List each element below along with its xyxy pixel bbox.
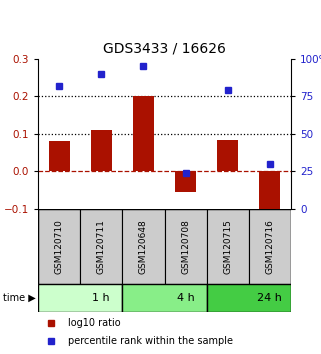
- FancyBboxPatch shape: [249, 209, 291, 284]
- FancyBboxPatch shape: [122, 209, 164, 284]
- FancyBboxPatch shape: [122, 284, 207, 312]
- Bar: [217, 139, 238, 171]
- Text: log10 ratio: log10 ratio: [68, 318, 121, 328]
- FancyBboxPatch shape: [38, 284, 122, 312]
- Bar: [259, 171, 281, 215]
- FancyBboxPatch shape: [164, 209, 207, 284]
- Bar: [48, 142, 70, 171]
- Text: GSM120710: GSM120710: [55, 219, 64, 274]
- Text: GSM120715: GSM120715: [223, 219, 232, 274]
- Text: 24 h: 24 h: [257, 293, 282, 303]
- Text: GSM120708: GSM120708: [181, 219, 190, 274]
- Text: GSM120716: GSM120716: [265, 219, 274, 274]
- FancyBboxPatch shape: [38, 209, 80, 284]
- Text: 4 h: 4 h: [177, 293, 195, 303]
- Title: GDS3433 / 16626: GDS3433 / 16626: [103, 41, 226, 55]
- Bar: [175, 171, 196, 192]
- FancyBboxPatch shape: [207, 284, 291, 312]
- Text: 1 h: 1 h: [92, 293, 110, 303]
- Text: percentile rank within the sample: percentile rank within the sample: [68, 336, 233, 346]
- FancyBboxPatch shape: [80, 209, 122, 284]
- Bar: [91, 130, 112, 171]
- Text: GSM120711: GSM120711: [97, 219, 106, 274]
- Bar: [133, 97, 154, 171]
- Text: GSM120648: GSM120648: [139, 219, 148, 274]
- FancyBboxPatch shape: [207, 209, 249, 284]
- Text: time ▶: time ▶: [3, 293, 36, 303]
